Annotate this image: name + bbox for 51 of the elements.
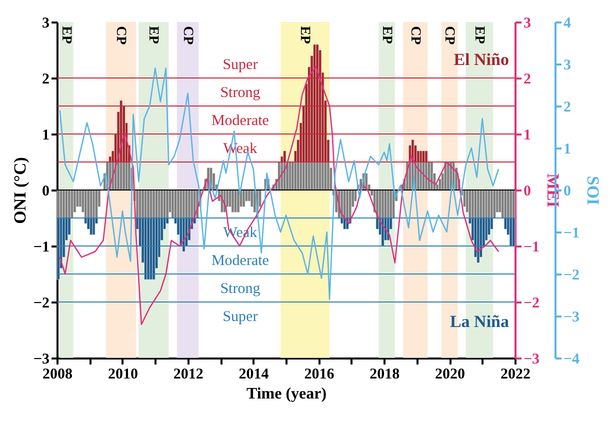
- annotation: La Niña: [450, 312, 510, 331]
- y-tick-label: 0: [42, 184, 50, 200]
- x-tick-label: 2022: [500, 366, 530, 382]
- y-tick-label: −2: [33, 296, 50, 312]
- y2-tick-label: 0: [524, 184, 531, 200]
- x-tick-label: 2012: [173, 366, 204, 382]
- x-tick-label: 2016: [304, 366, 335, 382]
- x-tick-label: 2010: [108, 366, 138, 382]
- y-axis-title: ONI (°C): [10, 157, 30, 224]
- ref-line-label: Strong: [220, 281, 261, 297]
- ref-line-label: Moderate: [211, 113, 270, 129]
- ref-line-label: Moderate: [211, 253, 270, 269]
- band-label: CP: [112, 26, 128, 46]
- y-tick-label: 1: [42, 128, 50, 144]
- y3-tick-label: −2: [564, 268, 580, 284]
- x-tick-label: 2008: [42, 366, 72, 382]
- y-tick-label: −3: [33, 352, 50, 368]
- y3-tick-label: 2: [564, 100, 571, 116]
- ref-line-label: Super: [222, 57, 258, 73]
- x-axis-title: Time (year): [246, 386, 327, 402]
- x-tick-label: 2018: [370, 366, 400, 382]
- band-label: CP: [441, 26, 456, 46]
- band-label: CP: [407, 26, 422, 46]
- x-tick-label: 2020: [435, 366, 466, 382]
- y3-axis-title: SOI: [584, 176, 603, 206]
- y-tick-label: 2: [42, 72, 50, 88]
- ref-line-label: Super: [222, 309, 258, 325]
- band-label: CP: [180, 26, 195, 46]
- y2-tick-label: −1: [524, 240, 540, 256]
- y2-tick-label: −2: [524, 296, 540, 312]
- y-tick-label: −1: [33, 240, 50, 256]
- annotation: El Niño: [454, 50, 509, 69]
- band-label: EP: [146, 26, 161, 44]
- band-label: EP: [378, 26, 394, 44]
- y3-tick-label: −3: [564, 310, 580, 326]
- y-tick-label: 3: [42, 16, 50, 32]
- band-label: EP: [297, 26, 312, 44]
- y3-tick-label: 3: [564, 58, 571, 74]
- y3-tick-label: 1: [564, 142, 571, 158]
- y3-tick-label: 4: [564, 16, 572, 32]
- y3-tick-label: −1: [564, 226, 580, 242]
- x-tick-label: 2014: [238, 366, 270, 382]
- y3-tick-label: 0: [564, 184, 571, 200]
- ref-line-label: Strong: [220, 85, 261, 101]
- y2-tick-label: 1: [524, 128, 531, 144]
- band-label: EP: [58, 26, 74, 44]
- y2-tick-label: 3: [524, 16, 531, 32]
- y2-tick-label: 2: [524, 72, 531, 88]
- band-label: EP: [471, 26, 486, 44]
- y3-tick-label: −4: [564, 352, 580, 368]
- y2-tick-label: −3: [524, 352, 540, 368]
